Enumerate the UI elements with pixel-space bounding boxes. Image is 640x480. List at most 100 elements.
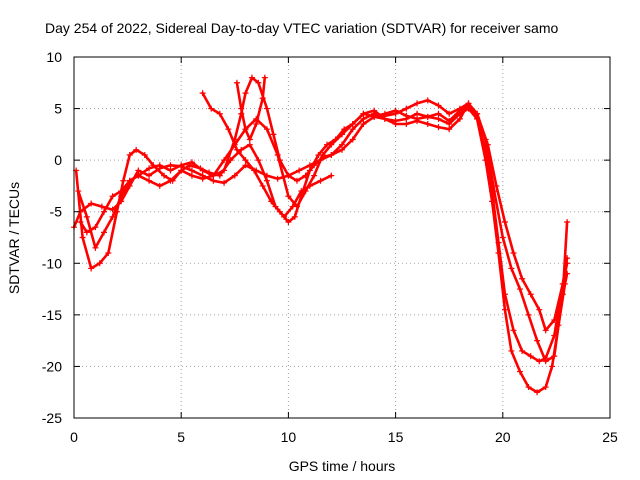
data-point-pass-5-16 — [231, 141, 238, 148]
data-point-pass-6-3 — [246, 136, 253, 143]
data-point-pass-1-2 — [88, 200, 95, 207]
data-point-pass-1-50 — [564, 219, 571, 226]
data-point-pass-6-2 — [242, 126, 249, 133]
data-point-pass-5-42 — [493, 182, 500, 189]
series-line-pass-1 — [72, 99, 569, 363]
data-point-pass-3-20 — [246, 141, 253, 148]
data-point-pass-3-10 — [150, 162, 157, 169]
data-point-pass-2-18 — [242, 90, 249, 97]
data-point-pass-4-27 — [446, 126, 453, 133]
series-pass-6 — [233, 74, 268, 143]
data-point-pass-1-7 — [135, 167, 142, 174]
y-tick-label-4: -5 — [50, 204, 63, 220]
data-point-pass-2-39 — [435, 115, 442, 122]
data-point-pass-5-0 — [77, 219, 84, 226]
data-point-pass-5-44 — [510, 249, 517, 256]
data-point-pass-5-13 — [199, 175, 206, 182]
data-point-pass-5-12 — [188, 172, 195, 179]
data-point-pass-6-0 — [233, 79, 240, 86]
series-pass-2 — [75, 74, 571, 365]
data-point-pass-2-12 — [188, 159, 195, 166]
x-tick-label-0: 0 — [70, 429, 78, 445]
data-point-pass-5-23 — [302, 188, 309, 195]
data-point-pass-2-32 — [360, 121, 367, 128]
data-point-pass-1-36 — [446, 110, 453, 117]
data-point-pass-3-21 — [255, 157, 262, 164]
data-point-pass-4-38 — [534, 389, 541, 396]
y-axis-title: SDTVAR / TECUs — [6, 182, 22, 294]
data-point-pass-6-5 — [259, 95, 266, 102]
data-point-pass-1-35 — [435, 102, 442, 109]
data-point-pass-5-49 — [551, 317, 558, 324]
data-point-pass-5-51 — [564, 255, 571, 262]
data-point-pass-4-23 — [403, 121, 410, 128]
data-point-pass-4-3 — [225, 126, 232, 133]
series-line-pass-3 — [74, 143, 333, 270]
series-pass-5 — [77, 103, 571, 334]
data-point-pass-4-25 — [424, 121, 431, 128]
data-point-pass-5-34 — [414, 115, 421, 122]
data-point-pass-5-30 — [371, 113, 378, 120]
data-point-pass-4-11 — [291, 213, 298, 220]
data-point-pass-5-41 — [484, 141, 491, 148]
data-point-pass-4-9 — [276, 208, 283, 215]
data-point-pass-4-34 — [501, 306, 508, 313]
data-point-pass-1-45 — [525, 311, 532, 318]
data-point-pass-5-46 — [527, 291, 534, 298]
data-point-pass-5-6 — [126, 177, 133, 184]
data-point-pass-1-20 — [274, 175, 281, 182]
data-point-pass-3-14 — [186, 162, 193, 169]
data-point-pass-3-16 — [206, 169, 213, 176]
data-point-pass-5-7 — [135, 172, 142, 179]
y-tick-label-6: 5 — [54, 101, 62, 117]
data-point-pass-2-19 — [248, 74, 255, 81]
data-point-pass-4-33 — [495, 249, 502, 256]
data-point-pass-5-39 — [465, 103, 472, 110]
data-point-pass-2-24 — [285, 172, 292, 179]
data-point-pass-4-20 — [371, 107, 378, 114]
data-point-pass-5-10 — [167, 177, 174, 184]
y-tick-label-1: -20 — [42, 358, 62, 374]
data-point-pass-1-8 — [146, 172, 153, 179]
data-point-pass-2-9 — [156, 162, 163, 169]
data-point-pass-5-5 — [118, 188, 125, 195]
data-point-pass-1-32 — [403, 105, 410, 112]
data-point-pass-2-22 — [270, 131, 277, 138]
data-point-pass-2-30 — [339, 146, 345, 153]
data-point-pass-5-33 — [403, 112, 410, 119]
data-point-pass-5-21 — [285, 193, 292, 200]
data-point-pass-5-36 — [435, 110, 442, 117]
data-point-pass-4-28 — [456, 115, 463, 122]
data-point-pass-4-40 — [549, 363, 556, 370]
data-point-pass-2-20 — [255, 79, 262, 86]
data-point-pass-3-22 — [263, 177, 270, 184]
data-point-pass-5-19 — [263, 126, 270, 133]
data-point-pass-1-43 — [508, 265, 515, 272]
data-point-pass-5-38 — [456, 107, 463, 114]
data-point-pass-1-3 — [98, 203, 105, 210]
axis-ticks: 0 5 10 15 20 25 -25 -20 -15 -10 -5 0 5 10 — [42, 49, 618, 445]
data-point-pass-5-11 — [178, 167, 185, 174]
data-point-pass-5-43 — [501, 219, 508, 226]
data-point-pass-5-15 — [221, 157, 228, 164]
data-point-pass-5-27 — [339, 131, 345, 138]
data-point-pass-3-1 — [79, 234, 86, 241]
data-point-pass-3-11 — [161, 172, 168, 179]
data-point-pass-3-15 — [197, 165, 204, 172]
data-point-pass-2-51 — [536, 358, 543, 365]
grid — [74, 57, 610, 418]
data-point-pass-4-21 — [381, 115, 388, 122]
data-point-pass-1-16 — [231, 172, 238, 179]
x-tick-label-1: 5 — [177, 429, 185, 445]
data-point-pass-2-1 — [83, 213, 90, 220]
data-point-pass-3-28 — [317, 177, 324, 184]
data-point-pass-5-20 — [274, 151, 281, 158]
data-point-pass-5-32 — [392, 107, 399, 114]
data-point-pass-3-29 — [328, 172, 335, 179]
data-point-pass-1-27 — [349, 126, 356, 133]
data-point-pass-2-52 — [542, 355, 549, 362]
y-tick-label-3: -10 — [42, 255, 62, 271]
data-point-pass-3-6 — [120, 177, 127, 184]
data-point-pass-5-8 — [146, 177, 153, 184]
series-layer — [71, 74, 571, 396]
